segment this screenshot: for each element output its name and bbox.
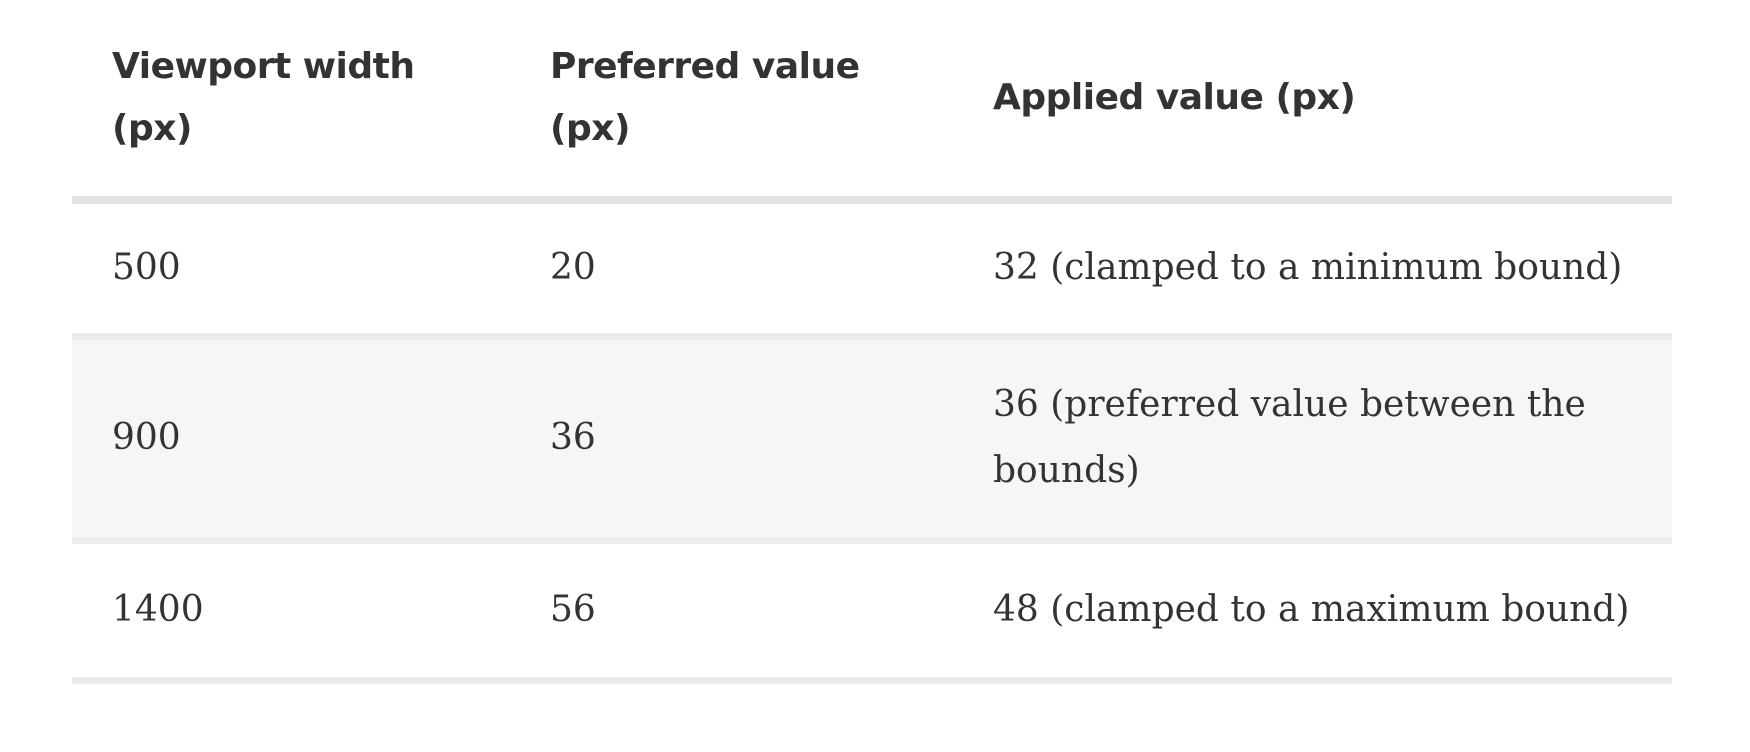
cell-applied-value: 48 (clamped to a maximum bound) [953,540,1672,684]
cell-preferred-value: 20 [510,200,953,340]
table-header: Viewport width (px) Preferred value (px)… [72,0,1672,204]
cell-applied-value: 32 (clamped to a minimum bound) [953,200,1672,340]
cell-applied-value: 36 (preferred value between the bounds) [953,336,1672,544]
cell-preferred-value: 36 [510,336,953,544]
table-row: 1400 56 48 (clamped to a maximum bound) [72,540,1672,684]
cell-viewport-width: 1400 [72,540,510,684]
table-body: 500 20 32 (clamped to a minimum bound) 9… [72,200,1672,684]
clamp-values-table-wrapper: Viewport width (px) Preferred value (px)… [72,0,1672,684]
cell-viewport-width: 900 [72,336,510,544]
cell-preferred-value: 56 [510,540,953,684]
header-preferred-value: Preferred value (px) [510,0,953,204]
header-row: Viewport width (px) Preferred value (px)… [72,0,1672,204]
header-viewport-width: Viewport width (px) [72,0,510,204]
header-applied-value: Applied value (px) [953,0,1672,204]
table-row: 900 36 36 (preferred value between the b… [72,336,1672,544]
clamp-values-table: Viewport width (px) Preferred value (px)… [72,0,1672,684]
table-row: 500 20 32 (clamped to a minimum bound) [72,200,1672,340]
cell-viewport-width: 500 [72,200,510,340]
